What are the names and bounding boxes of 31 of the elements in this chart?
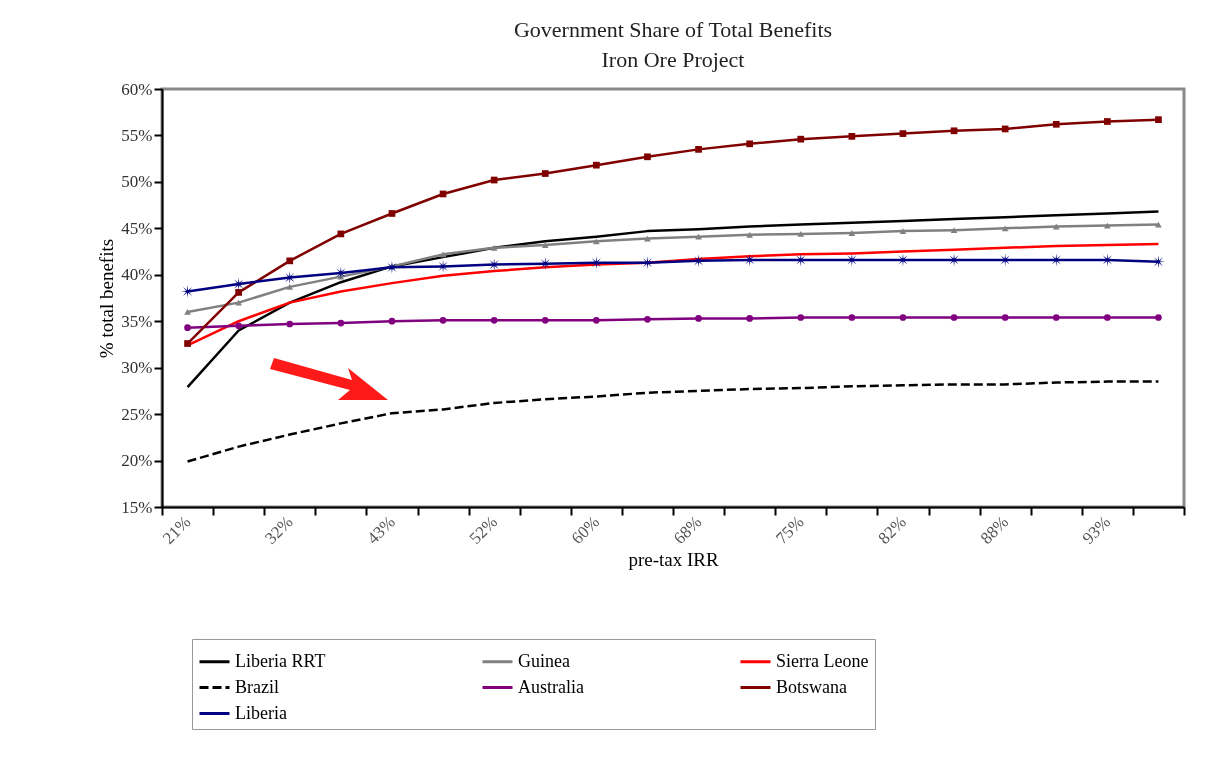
y-tick-label: 45%	[121, 218, 153, 238]
y-tick-label: 20%	[121, 451, 153, 471]
legend-label: Guinea	[518, 650, 570, 671]
y-tick-label: 15%	[121, 497, 153, 517]
x-tick-label: 43%	[363, 512, 399, 548]
legend-label: Brazil	[235, 676, 279, 697]
x-axis-title: pre-tax IRR	[628, 549, 719, 571]
legend-label: Botswana	[776, 676, 847, 697]
y-tick-label: 40%	[121, 265, 153, 285]
chart-subtitle: Iron Ore Project	[601, 47, 745, 72]
legend-label: Liberia RRT	[235, 650, 326, 671]
legend-label: Sierra Leone	[776, 650, 869, 671]
x-tick-label: 75%	[772, 512, 808, 548]
y-tick-label: 50%	[121, 172, 153, 192]
x-tick-label: 52%	[465, 512, 502, 548]
legend-label: Liberia	[235, 702, 287, 723]
y-tick-label: 25%	[121, 404, 153, 424]
y-tick-label: 30%	[121, 358, 153, 378]
y-tick-label: 60%	[121, 79, 153, 99]
x-tick-label: 21%	[158, 512, 195, 548]
x-tick-label: 82%	[874, 512, 910, 548]
x-tick-label: 93%	[1078, 512, 1115, 548]
x-tick-label: 68%	[669, 512, 706, 548]
y-axis-title: % total benefits	[96, 238, 118, 359]
x-tick-label: 32%	[261, 512, 297, 548]
legend-label: Australia	[518, 676, 584, 697]
y-tick-label: 55%	[121, 125, 153, 145]
x-tick-label: 88%	[976, 512, 1013, 548]
chart-title: Government Share of Total Benefits	[513, 17, 833, 42]
x-tick-label: 60%	[567, 512, 604, 548]
y-tick-label: 35%	[121, 311, 153, 331]
